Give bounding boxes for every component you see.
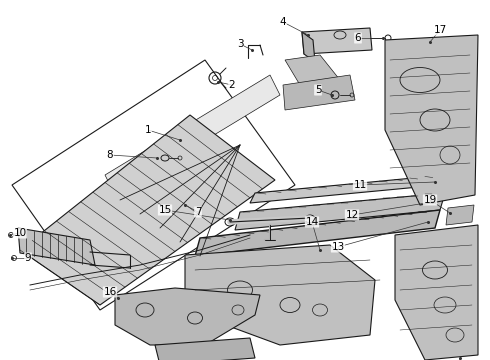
Text: 11: 11: [353, 180, 367, 190]
Polygon shape: [302, 32, 315, 62]
Text: 13: 13: [331, 242, 344, 252]
Polygon shape: [115, 288, 260, 345]
Text: 14: 14: [305, 217, 318, 227]
Text: 19: 19: [423, 195, 437, 205]
Text: 16: 16: [103, 287, 117, 297]
Polygon shape: [283, 75, 355, 110]
Text: 1: 1: [145, 125, 151, 135]
Text: 17: 17: [433, 25, 446, 35]
Text: 6: 6: [355, 33, 361, 43]
Text: 15: 15: [158, 205, 172, 215]
Polygon shape: [235, 193, 445, 230]
Text: 10: 10: [13, 228, 26, 238]
Polygon shape: [18, 228, 95, 265]
Text: 12: 12: [345, 210, 359, 220]
Polygon shape: [195, 210, 440, 256]
Polygon shape: [20, 115, 275, 305]
Text: 8: 8: [107, 150, 113, 160]
Polygon shape: [185, 245, 375, 345]
Polygon shape: [155, 338, 255, 360]
Polygon shape: [250, 175, 445, 203]
Polygon shape: [105, 75, 280, 195]
Text: 3: 3: [237, 39, 244, 49]
Polygon shape: [285, 55, 340, 85]
Text: 2: 2: [229, 80, 235, 90]
Text: 7: 7: [195, 207, 201, 217]
Polygon shape: [395, 225, 478, 360]
Text: 4: 4: [280, 17, 286, 27]
Text: 9: 9: [24, 253, 31, 263]
Polygon shape: [385, 35, 478, 205]
Polygon shape: [302, 28, 372, 54]
Polygon shape: [446, 205, 474, 225]
Text: 5: 5: [315, 85, 321, 95]
